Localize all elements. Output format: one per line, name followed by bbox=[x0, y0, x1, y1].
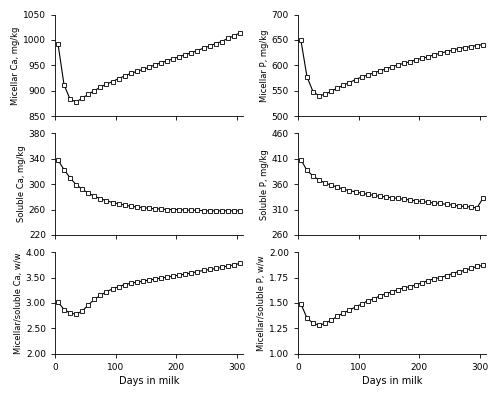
X-axis label: Days in milk: Days in milk bbox=[118, 376, 179, 386]
X-axis label: Days in milk: Days in milk bbox=[362, 376, 422, 386]
Y-axis label: Soluble P, mg/kg: Soluble P, mg/kg bbox=[260, 149, 269, 220]
Y-axis label: Micellar/soluble Ca, w/w: Micellar/soluble Ca, w/w bbox=[14, 252, 23, 354]
Y-axis label: Soluble Ca, mg/kg: Soluble Ca, mg/kg bbox=[17, 146, 26, 222]
Y-axis label: Micellar P, mg/kg: Micellar P, mg/kg bbox=[260, 29, 269, 102]
Y-axis label: Micellar Ca, mg/kg: Micellar Ca, mg/kg bbox=[11, 26, 20, 104]
Y-axis label: Micellar/soluble P, w/w: Micellar/soluble P, w/w bbox=[257, 255, 266, 351]
